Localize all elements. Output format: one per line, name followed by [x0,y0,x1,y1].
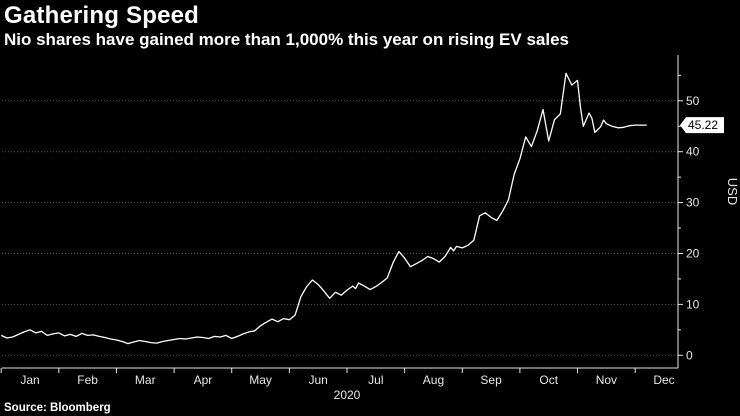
x-axis-year-label: 2020 [334,388,361,402]
x-axis: Jan Feb Mar Apr May Jun Jul Aug Sep Oct Nov Dec [0,367,678,387]
y-tick-label: 20 [686,246,700,260]
x-tick-label-jun: Jun [309,373,328,387]
x-tick-label-mar: Mar [135,373,156,387]
last-value-badge [680,117,724,134]
y-tick-label: 10 [686,297,700,311]
plot-area [0,72,647,345]
x-tick-label-jan: Jan [20,373,39,387]
y-tick-label: 0 [686,348,693,362]
source-note: Source: Bloomberg [4,402,111,414]
gridlines [2,100,678,356]
price-line [0,72,647,345]
x-tick-label-jul: Jul [368,373,383,387]
x-tick-label-nov: Nov [596,373,617,387]
y-axis-label: USD [725,178,740,205]
x-tick-label-aug: Aug [423,373,444,387]
x-tick-label-sep: Sep [480,373,502,387]
last-value-label: 45.22 [688,118,718,132]
y-tick-label: 50 [686,94,700,108]
y-tick-label: 30 [686,196,700,210]
x-tick-label-oct: Oct [539,373,558,387]
y-axis: 0 10 20 30 40 50 [677,55,700,368]
chart-title: Gathering Speed [4,2,200,29]
last-value-marker: 45.22 [680,117,724,134]
x-tick-label-may: May [249,373,272,387]
x-tick-label-feb: Feb [77,373,98,387]
x-tick-label-apr: Apr [194,373,213,387]
x-tick-label-dec: Dec [653,373,674,387]
chart-subtitle: Nio shares have gained more than 1,000% … [4,30,570,49]
y-tick-label: 40 [686,145,700,159]
